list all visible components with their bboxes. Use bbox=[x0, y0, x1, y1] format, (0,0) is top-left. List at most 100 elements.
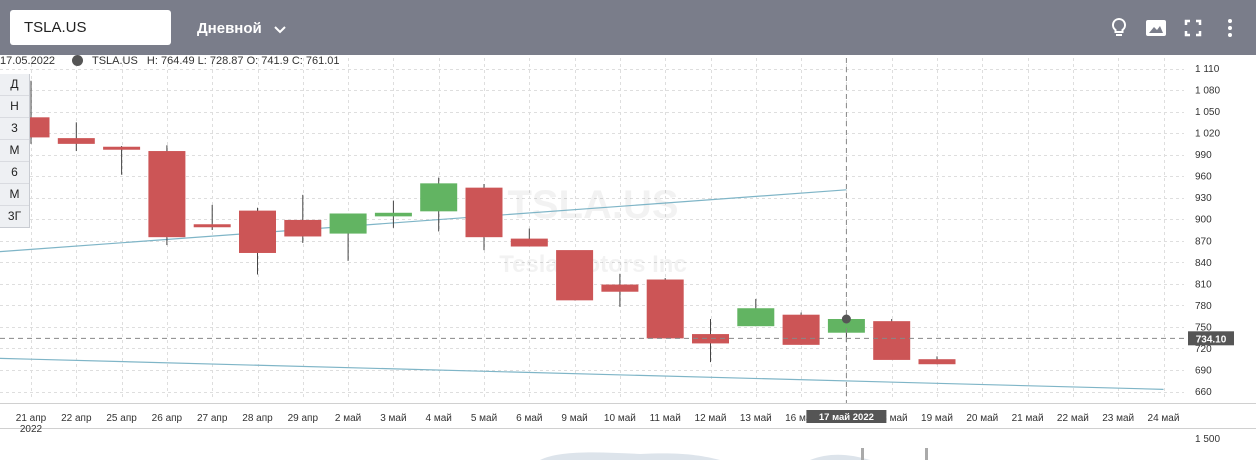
x-tick-label: 5 май bbox=[471, 413, 497, 424]
y-tick-label: 960 bbox=[1195, 172, 1212, 183]
trendline-extension bbox=[0, 248, 32, 253]
volume-tick-label: 1 500 bbox=[1195, 434, 1220, 445]
chart-grid bbox=[0, 58, 1256, 429]
image-icon[interactable] bbox=[1144, 16, 1168, 40]
x-tick-label: 22 апр bbox=[61, 413, 92, 424]
candle-body bbox=[510, 238, 548, 247]
candle bbox=[601, 273, 639, 307]
period-selector: Д Н 3 М 6 М 3Г bbox=[0, 74, 30, 228]
period-button[interactable]: 3 bbox=[0, 117, 29, 139]
volume-bar bbox=[925, 448, 928, 460]
y-tick-label: 810 bbox=[1195, 279, 1212, 290]
candle bbox=[646, 278, 684, 339]
x-tick-label: 21 май bbox=[1012, 413, 1044, 424]
candle bbox=[148, 145, 186, 246]
x-year-label: 2022 bbox=[20, 424, 43, 435]
crosshair-overlay: 734.10 17 май 2022 bbox=[0, 58, 1234, 423]
x-tick-label: 4 май bbox=[426, 413, 452, 424]
candle bbox=[782, 312, 820, 345]
y-tick-label: 870 bbox=[1195, 236, 1212, 247]
x-tick-label: 19 май bbox=[921, 413, 953, 424]
candle-body bbox=[284, 219, 322, 237]
x-tick-label: 24 май bbox=[1148, 413, 1180, 424]
candle-body bbox=[556, 250, 594, 301]
x-tick-label: 2 май bbox=[335, 413, 361, 424]
y-tick-label: 990 bbox=[1195, 150, 1212, 161]
trendline-extension bbox=[0, 357, 32, 360]
y-tick-label: 1 110 bbox=[1195, 64, 1220, 75]
candle bbox=[556, 250, 594, 301]
candle-body bbox=[601, 284, 639, 292]
x-tick-label: 23 май bbox=[1102, 413, 1134, 424]
y-tick-label: 750 bbox=[1195, 322, 1212, 333]
info-symbol: TSLA.US bbox=[91, 55, 138, 67]
period-button[interactable]: М bbox=[0, 139, 29, 161]
crosshair-date-box bbox=[806, 410, 887, 423]
price-tag-box bbox=[1188, 331, 1234, 346]
volume-bar bbox=[861, 448, 864, 460]
candle bbox=[284, 194, 322, 243]
candle bbox=[692, 319, 729, 363]
y-tick-label: 1 020 bbox=[1195, 129, 1220, 140]
x-tick-label: 11 май bbox=[650, 413, 681, 424]
top-toolbar: TSLA.US Дневной bbox=[0, 0, 1256, 55]
candle-body bbox=[918, 359, 956, 365]
candle-body bbox=[782, 314, 820, 345]
ticker-input[interactable]: TSLA.US bbox=[10, 10, 171, 45]
candle-body bbox=[737, 308, 775, 327]
price-tag-label: 734.10 bbox=[1196, 334, 1227, 345]
y-tick-label: 780 bbox=[1195, 301, 1212, 312]
candle-body bbox=[692, 334, 729, 344]
candle-body bbox=[873, 321, 911, 360]
watermark-symbol: TSLA.US bbox=[507, 183, 678, 227]
chevron-down-icon bbox=[274, 1, 286, 58]
y-tick-label: 900 bbox=[1195, 215, 1212, 226]
x-tick-label: 26 апр bbox=[152, 413, 183, 424]
period-button[interactable]: 6 bbox=[0, 161, 29, 183]
x-tick-label: 29 апр bbox=[288, 413, 319, 424]
y-tick-label: 1 050 bbox=[1195, 107, 1220, 118]
candle bbox=[873, 319, 911, 360]
more-vertical-icon[interactable] bbox=[1218, 16, 1242, 40]
candle bbox=[329, 213, 367, 261]
candle-body bbox=[148, 151, 186, 238]
candle bbox=[510, 228, 548, 247]
x-tick-label: 21 апр bbox=[16, 413, 47, 424]
candle bbox=[737, 298, 775, 327]
lightbulb-icon[interactable] bbox=[1107, 16, 1131, 40]
interval-dropdown[interactable]: Дневной bbox=[197, 0, 286, 55]
period-button[interactable]: Д bbox=[10, 77, 19, 91]
y-tick-label: 690 bbox=[1195, 365, 1212, 376]
fullscreen-icon[interactable] bbox=[1181, 16, 1205, 40]
volume-area bbox=[540, 448, 928, 460]
x-tick-label: 25 апр bbox=[106, 413, 137, 424]
x-tick-label: 16 май bbox=[785, 413, 817, 424]
x-tick-label: 6 май bbox=[516, 413, 542, 424]
interval-label: Дневной bbox=[197, 20, 262, 37]
x-tick-label: 22 май bbox=[1057, 413, 1089, 424]
series-dot-icon bbox=[72, 54, 84, 66]
x-tick-label: 20 май bbox=[966, 413, 998, 424]
x-tick-label: 9 май bbox=[561, 413, 587, 424]
candle bbox=[193, 204, 231, 230]
x-tick-label: 3 май bbox=[380, 413, 406, 424]
x-tick-label: 18 май bbox=[876, 413, 908, 424]
period-button[interactable]: Н bbox=[0, 95, 29, 117]
x-tick-label: 10 май bbox=[604, 413, 636, 424]
candle-body bbox=[827, 318, 865, 333]
period-button[interactable]: 3Г bbox=[0, 205, 29, 227]
ohlc-info-line: 17.05.2022 TSLA.US H: 764.49 L: 728.87 O… bbox=[0, 54, 340, 68]
candle-body bbox=[57, 138, 95, 144]
candle bbox=[57, 122, 95, 152]
candle bbox=[465, 184, 503, 251]
trendline bbox=[30, 358, 1164, 390]
candle-body bbox=[646, 279, 684, 339]
x-tick-label: 13 май bbox=[740, 413, 772, 424]
crosshair-point bbox=[841, 314, 851, 324]
candle-body bbox=[103, 146, 141, 150]
candle-body bbox=[239, 210, 276, 253]
candle-body bbox=[329, 213, 367, 234]
candle bbox=[374, 200, 412, 228]
period-button[interactable]: М bbox=[0, 183, 29, 205]
